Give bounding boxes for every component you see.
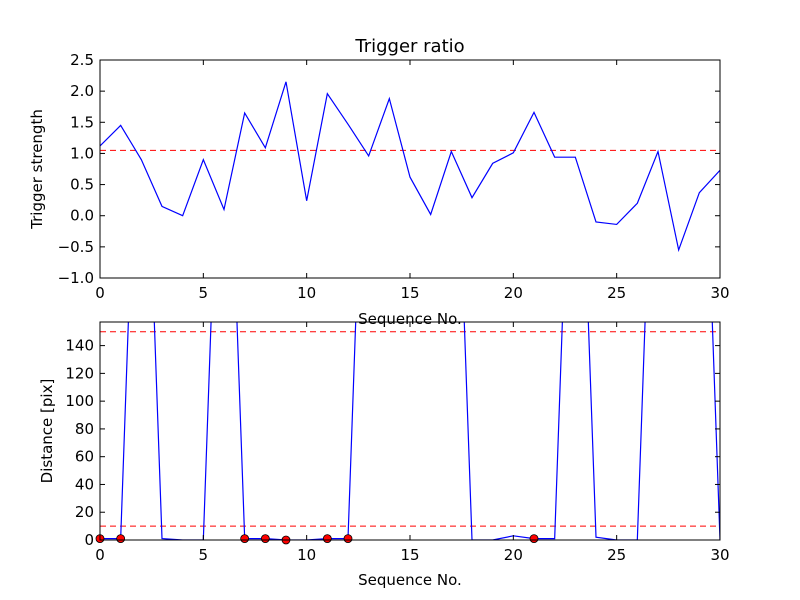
data-point-marker xyxy=(529,534,539,544)
plot-frame xyxy=(99,321,721,541)
y-axis-label: Trigger strength xyxy=(28,109,46,230)
chart-title: Trigger ratio xyxy=(354,36,464,57)
y-tick-label: 40 xyxy=(75,475,94,493)
y-tick-label: 80 xyxy=(75,420,94,438)
x-tick-label: 20 xyxy=(504,546,523,564)
data-point-marker xyxy=(260,534,270,544)
x-tick-label: 10 xyxy=(297,284,316,302)
y-tick-label: 100 xyxy=(65,392,94,410)
x-tick-label: 30 xyxy=(710,284,729,302)
y-tick-label: −0.5 xyxy=(58,238,94,256)
data-point-marker xyxy=(240,534,250,544)
x-tick-label: 25 xyxy=(607,284,626,302)
x-axis-label: Sequence No. xyxy=(358,310,462,328)
y-tick-label: 1.5 xyxy=(70,113,94,131)
x-tick-label: 0 xyxy=(95,284,105,302)
y-tick-label: 0 xyxy=(84,531,94,549)
y-tick-label: 20 xyxy=(75,503,94,521)
y-tick-label: 0.0 xyxy=(70,207,94,225)
data-point-marker xyxy=(116,534,126,544)
y-tick-label: 1.0 xyxy=(70,144,94,162)
y-tick-label: −1.0 xyxy=(58,269,94,287)
data-point-marker xyxy=(322,534,332,544)
data-point-marker xyxy=(343,534,353,544)
x-tick-label: 20 xyxy=(504,284,523,302)
series-line xyxy=(100,322,720,540)
x-tick-label: 10 xyxy=(297,546,316,564)
x-tick-label: 15 xyxy=(400,284,419,302)
trigger-ratio-chart: Trigger ratio 0 5 10 15 20 25 30 −1.0 −0.5 0.0 0.… xyxy=(28,36,730,328)
y-tick-label: 2.5 xyxy=(70,51,94,69)
x-axis-label: Sequence No. xyxy=(358,571,462,589)
x-tick-label: 5 xyxy=(199,546,209,564)
series-line xyxy=(100,81,720,253)
plot-frame xyxy=(99,59,721,279)
y-tick-label: 2.0 xyxy=(70,82,94,100)
x-tick-label: 5 xyxy=(199,284,209,302)
y-axis-label: Distance [pix] xyxy=(38,379,56,484)
x-tick-label: 30 xyxy=(710,546,729,564)
x-tick-label: 25 xyxy=(607,546,626,564)
x-tick-label: 0 xyxy=(95,546,105,564)
x-tick-label: 15 xyxy=(400,546,419,564)
y-tick-label: 120 xyxy=(65,364,94,382)
y-tick-label: 60 xyxy=(75,448,94,466)
y-tick-label: 140 xyxy=(65,337,94,355)
distance-chart: 0 5 10 15 20 25 30 0 20 40 60 80 100 120 140 Sequence… xyxy=(38,321,730,589)
y-tick-label: 0.5 xyxy=(70,176,94,194)
